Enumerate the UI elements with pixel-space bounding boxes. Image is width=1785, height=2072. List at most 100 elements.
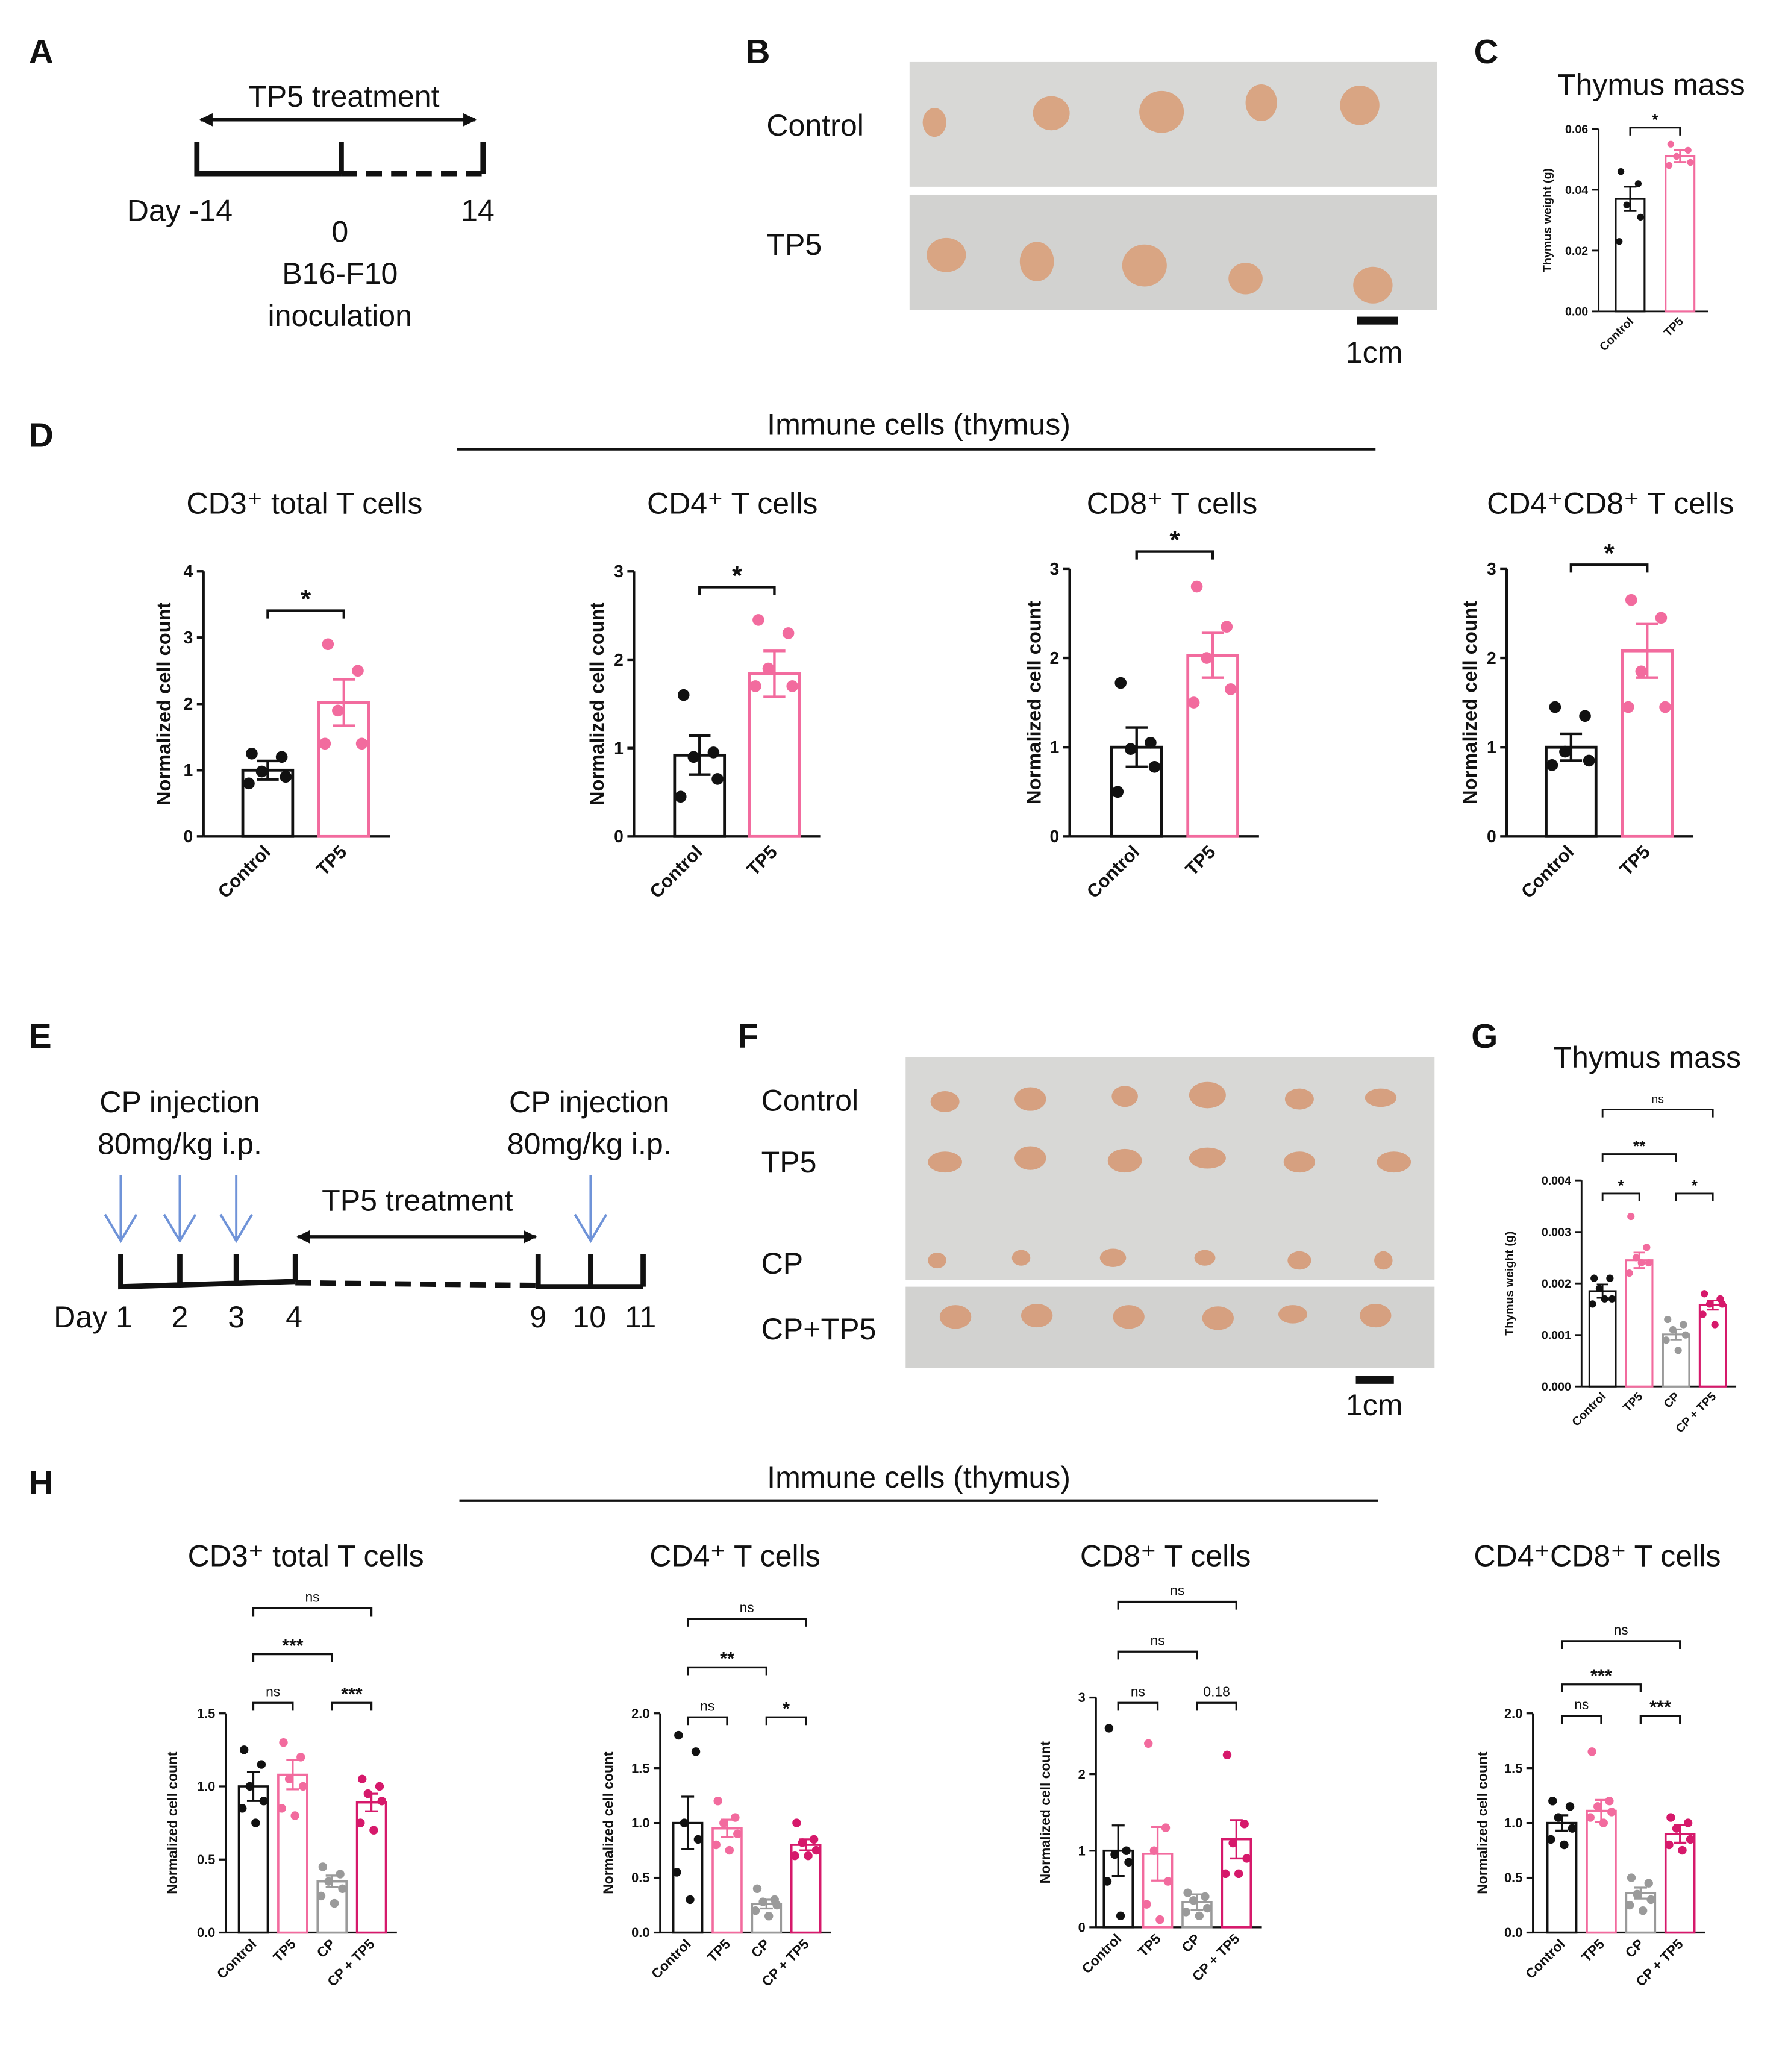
data-point [1195,1911,1204,1920]
data-point [786,680,799,692]
data-point [677,689,690,701]
y-axis-label: Normalized cell count [1037,1741,1053,1884]
injection-label: CP injection [509,1085,669,1119]
data-point [377,1797,387,1806]
data-point [1681,1331,1689,1339]
error-bar [763,649,786,698]
data-point [1565,1802,1575,1811]
data-point [338,1884,347,1893]
bar [1586,1809,1617,1934]
data-point [356,1818,365,1827]
data-point [1643,1244,1651,1251]
data-point [798,1838,807,1847]
data-point [284,1774,294,1784]
data-point [1705,1300,1714,1308]
data-point [1189,1896,1198,1905]
data-point [1203,1903,1212,1913]
data-point [1662,1336,1670,1344]
significance-label: *** [1590,1665,1612,1686]
bar [1665,155,1696,313]
significance-label: * [783,1698,790,1719]
event-label: inoculation [268,299,413,333]
data-point [259,1797,268,1806]
y-axis-label: Normalized cell count [1023,601,1045,804]
x-tick-label: Control [1078,1931,1124,1977]
significance-bracket [765,1716,807,1726]
data-point [674,790,687,803]
panel-letter: A [29,33,54,71]
error-bar [1674,149,1687,163]
data-point [1687,158,1694,166]
data-point [1546,759,1558,771]
y-tick-label: 1.0 [1504,1815,1522,1830]
error-bar [286,1759,299,1791]
y-tick-label: 1.5 [197,1706,215,1721]
scale-label: 1cm [1346,1388,1403,1422]
chart-title: CD4⁺ T cells [649,1539,821,1573]
y-tick-label: 0 [1487,827,1496,847]
data-point [1622,701,1634,713]
significance-label: 0.18 [1203,1683,1230,1699]
photo-b: Control TP5 1cm [766,61,1437,369]
y-axis-label: Normalized cell count [586,602,608,806]
data-point [1221,1869,1230,1879]
data-point [1548,1797,1557,1806]
y-axis-label: Thymus weight (g) [1503,1232,1516,1336]
data-point [782,627,795,639]
y-tick-label: 1 [184,761,193,780]
data-point [290,1811,299,1820]
injection-arrows [104,1175,608,1244]
y-tick-label: 0.001 [1542,1329,1571,1342]
error-bar [1560,732,1583,762]
x-tick-label: CP [313,1936,338,1961]
data-point [719,1818,728,1827]
y-tick-label: 1 [1049,738,1059,757]
data-point [1190,580,1203,593]
x-tick-label: TP5 [1181,842,1220,880]
data-point [1579,710,1591,722]
row-label: TP5 [761,1145,817,1179]
data-point [1222,1750,1232,1760]
data-point [1181,1908,1190,1917]
data-point [811,1845,821,1855]
significance-label: ** [720,1648,734,1669]
x-tick-label: TP5 [1578,1936,1607,1965]
significance-label: ns [266,1683,280,1699]
data-point [375,1782,384,1791]
y-tick-label: 3 [184,628,193,648]
panel-letter: E [29,1018,52,1056]
significance-bracket [1601,1109,1714,1118]
y-tick-label: 2.0 [1504,1706,1522,1721]
data-point [1549,701,1561,713]
data-point [1110,1850,1119,1859]
data-point [792,1818,801,1827]
data-point [687,751,700,763]
data-point [280,771,292,783]
data-point [1161,1823,1171,1832]
data-point [1659,701,1671,713]
data-point [1589,1300,1596,1308]
chart-title: CD4⁺CD8⁺ T cells [1487,486,1734,520]
data-point [1606,1274,1614,1282]
chart-title: CD3⁺ total T cells [188,1539,424,1573]
data-point [1617,168,1625,175]
data-point [1674,1347,1682,1354]
data-point [1201,1892,1210,1901]
y-tick-label: 1 [1078,1843,1086,1858]
significance-bracket [1560,1715,1602,1724]
bar [1186,654,1239,838]
y-tick-label: 2 [1487,649,1496,668]
significance-bracket [1560,1683,1642,1692]
panel-letter: G [1471,1018,1498,1056]
x-tick-label: TP5 [313,842,351,880]
data-point [1587,1747,1596,1756]
data-point [1554,1813,1563,1822]
data-point [809,1835,819,1844]
data-point [691,1747,701,1756]
data-point [296,1753,305,1762]
data-point [1242,1854,1251,1863]
data-point [1116,1911,1125,1920]
significance-label: ns [740,1600,754,1615]
day-label: 14 [461,194,495,228]
y-tick-label: 0.004 [1542,1174,1571,1188]
